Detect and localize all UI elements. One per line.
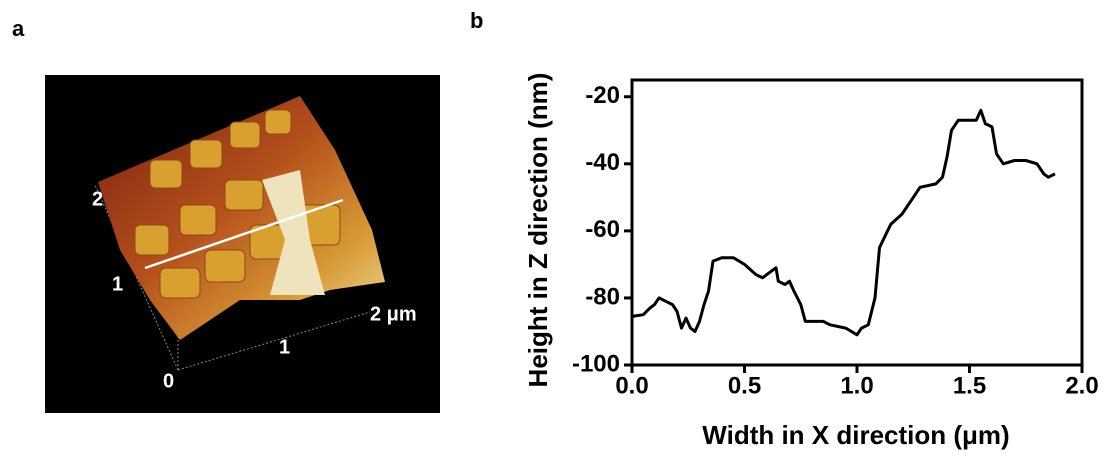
x-tick-label: 1.0	[840, 372, 873, 399]
panel-label: a	[12, 16, 25, 41]
y-tick-label: -40	[585, 149, 620, 176]
afm-image: 2 1 0 1 2 μm	[45, 75, 440, 413]
afm-axis-label: 2	[92, 188, 103, 210]
y-tick-label: -80	[585, 283, 620, 310]
data-line	[631, 108, 1056, 337]
panel-label: b	[470, 8, 483, 33]
x-tick-label: 2.0	[1065, 372, 1098, 399]
afm-axis-label: 0	[163, 370, 174, 392]
x-tick-label: 0.0	[615, 372, 648, 399]
y-tick-label: -100	[572, 350, 620, 377]
x-axis-title: Width in X direction (μm)	[702, 420, 1009, 450]
y-tick-label: -60	[585, 216, 620, 243]
x-tick-label: 1.5	[953, 372, 986, 399]
y-axis-title: Height in Z direction (nm)	[523, 73, 553, 388]
afm-axis-label: 1	[112, 273, 123, 295]
afm-axis-label: 1	[279, 336, 290, 358]
y-tick-label: -20	[585, 82, 620, 109]
x-tick-label: 0.5	[728, 372, 761, 399]
afm-axis-label: 2 μm	[370, 303, 417, 325]
